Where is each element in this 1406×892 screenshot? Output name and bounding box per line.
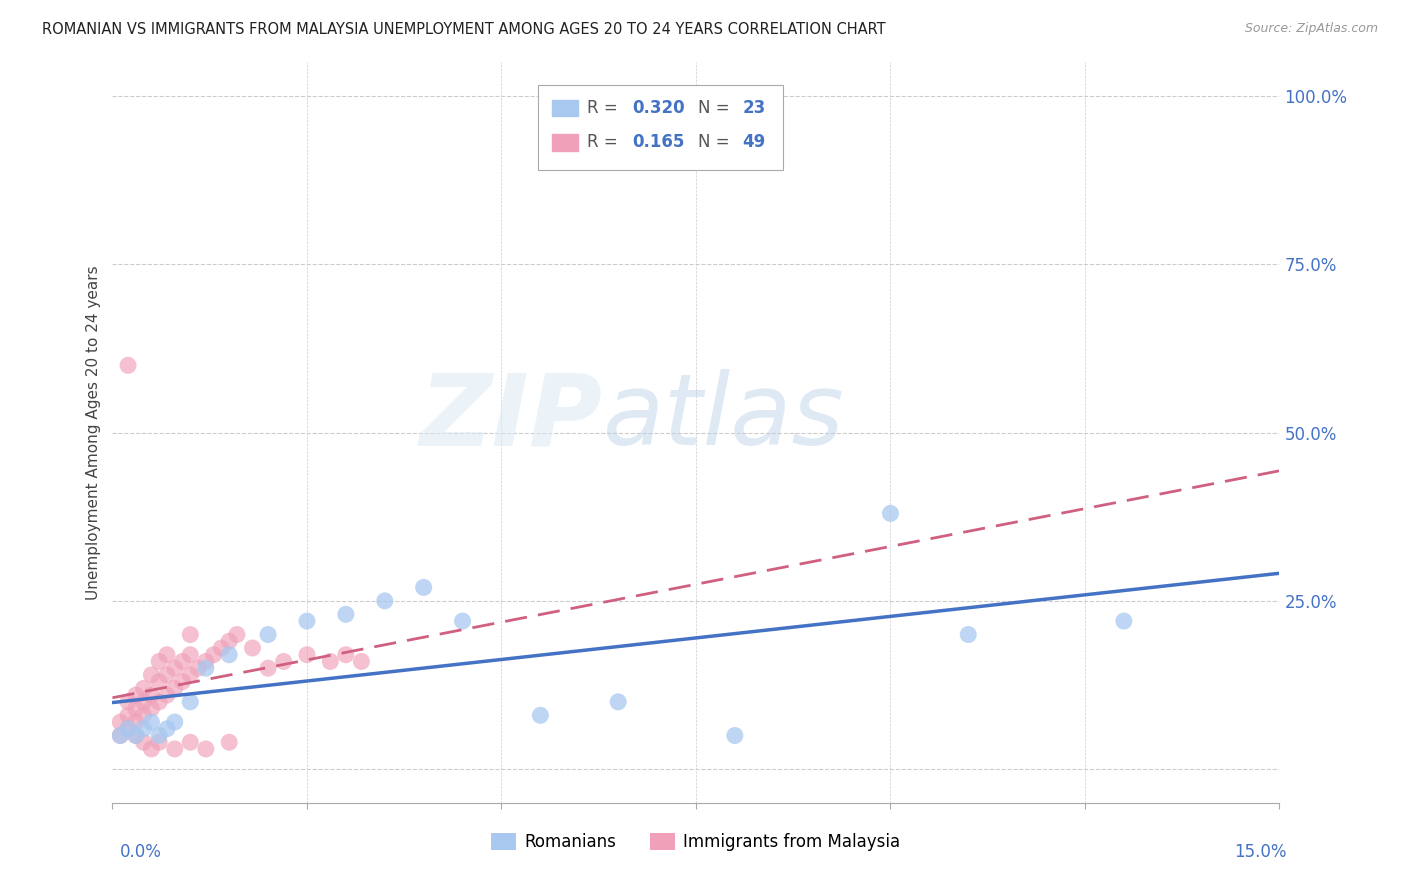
Text: ROMANIAN VS IMMIGRANTS FROM MALAYSIA UNEMPLOYMENT AMONG AGES 20 TO 24 YEARS CORR: ROMANIAN VS IMMIGRANTS FROM MALAYSIA UNE… [42,22,886,37]
Point [350,655,373,669]
Bar [553,100,578,117]
Point [218,735,240,749]
FancyBboxPatch shape [538,85,783,169]
Bar [553,135,578,151]
Point [156,688,179,702]
Point [141,668,163,682]
Text: 0.320: 0.320 [631,99,685,118]
Point [179,648,201,662]
Point [163,742,186,756]
Text: R =: R = [588,134,623,152]
Point [295,648,318,662]
Point [179,695,201,709]
Point [117,708,139,723]
Point [218,648,240,662]
Point [194,742,217,756]
Point [141,714,163,729]
Point [110,729,132,743]
Point [110,714,132,729]
Point [412,581,434,595]
Point [148,655,170,669]
Point [194,661,217,675]
Point [117,722,139,736]
Text: 0.0%: 0.0% [120,843,162,861]
Point [148,735,170,749]
Point [125,729,148,743]
Point [319,655,342,669]
Point [242,640,264,655]
Text: 49: 49 [742,134,766,152]
Point [374,594,396,608]
Point [132,681,155,696]
Text: atlas: atlas [603,369,844,467]
Point [163,661,186,675]
Point [209,640,232,655]
Text: Source: ZipAtlas.com: Source: ZipAtlas.com [1244,22,1378,36]
Point [125,729,148,743]
Point [179,668,201,682]
Point [125,714,148,729]
Point [451,614,474,628]
Legend: Romanians, Immigrants from Malaysia: Romanians, Immigrants from Malaysia [485,826,907,857]
Text: 23: 23 [742,99,766,118]
Point [194,655,217,669]
Point [226,627,249,641]
Point [132,708,155,723]
Point [172,655,194,669]
Point [132,722,155,736]
Text: N =: N = [699,134,735,152]
Point [148,674,170,689]
Text: ZIP: ZIP [419,369,603,467]
Point [257,661,280,675]
Point [879,507,901,521]
Text: R =: R = [588,99,623,118]
Point [218,634,240,648]
Point [156,668,179,682]
Text: N =: N = [699,99,735,118]
Text: 0.165: 0.165 [631,134,685,152]
Point [179,735,201,749]
Point [148,695,170,709]
Point [132,735,155,749]
Point [335,648,357,662]
Point [179,627,201,641]
Point [163,714,186,729]
Point [141,701,163,715]
Point [607,695,630,709]
Point [125,701,148,715]
Point [156,648,179,662]
Point [202,648,225,662]
Point [132,695,155,709]
Point [957,627,980,641]
Point [335,607,357,622]
Y-axis label: Unemployment Among Ages 20 to 24 years: Unemployment Among Ages 20 to 24 years [86,265,101,600]
Point [295,614,318,628]
Point [724,729,747,743]
Point [156,722,179,736]
Text: 15.0%: 15.0% [1234,843,1286,861]
Point [117,359,139,373]
Point [273,655,295,669]
Point [117,722,139,736]
Point [141,742,163,756]
Point [187,661,209,675]
Point [163,681,186,696]
Point [172,674,194,689]
Point [529,708,551,723]
Point [110,729,132,743]
Point [257,627,280,641]
Point [1112,614,1135,628]
Point [141,688,163,702]
Point [125,688,148,702]
Point [117,695,139,709]
Point [148,729,170,743]
